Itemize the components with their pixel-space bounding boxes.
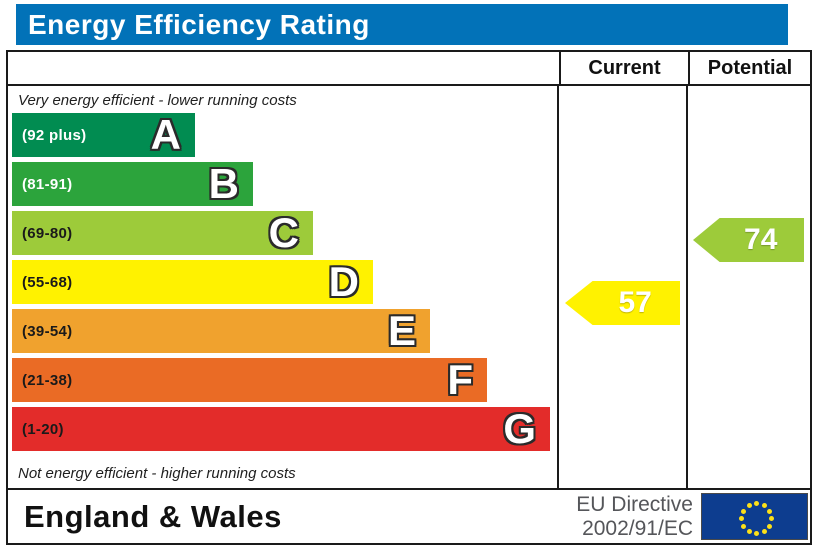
eu-flag-star [766, 523, 772, 529]
band-range-label: (55-68) [22, 273, 73, 291]
band-bar-A: (92 plus) A [12, 113, 195, 157]
potential-rating-value: 74 [744, 223, 778, 256]
band-letter: B [208, 160, 239, 207]
eu-flag-star [766, 508, 772, 514]
band-letter: D [328, 258, 359, 305]
eu-flag-star [741, 523, 746, 529]
band-range-label: (21-38) [22, 371, 73, 389]
band-row-G: (1-20) G [8, 407, 557, 456]
band-row-D: (55-68) D [8, 260, 557, 309]
rating-bands-area: Very energy efficient - lower running co… [8, 86, 559, 488]
rating-table: Current Potential Very energy efficient … [6, 50, 812, 490]
band-bar-F: (21-38) F [12, 358, 487, 402]
table-header-row: Current Potential [8, 52, 810, 86]
band-range-label: (1-20) [22, 420, 64, 438]
band-row-B: (81-91) B [8, 162, 557, 211]
band-range-label: (39-54) [22, 322, 73, 340]
bottom-note: Not energy efficient - higher running co… [18, 465, 296, 482]
eu-flag-star [754, 531, 759, 536]
eu-flag-star [754, 501, 759, 506]
band-row-C: (69-80) C [8, 211, 557, 260]
eu-flag-star [746, 528, 752, 534]
band-range-label: (81-91) [22, 175, 73, 193]
current-column-header: Current [561, 52, 690, 84]
footer: England & Wales EU Directive 2002/91/EC [6, 490, 812, 545]
current-rating-column: 57 [559, 86, 688, 488]
eu-flag-star [741, 508, 746, 514]
eu-directive-label: EU Directive 2002/91/EC [576, 493, 693, 541]
title-bar: Energy Efficiency Rating [16, 4, 788, 45]
current-rating-arrow: 57 [565, 281, 680, 325]
band-range-label: (69-80) [22, 224, 73, 242]
eu-directive-line1: EU Directive [576, 492, 693, 516]
band-row-E: (39-54) E [8, 309, 557, 358]
rating-bands: (92 plus) A (81-91) B (69-80) C (55-68) D (39-54… [8, 113, 557, 456]
eu-flag-icon [701, 493, 808, 540]
potential-rating-arrow: 74 [693, 218, 804, 262]
band-bar-C: (69-80) C [12, 211, 313, 255]
potential-column-header: Potential [707, 56, 793, 79]
table-body-row: Very energy efficient - lower running co… [8, 86, 810, 488]
band-range-label: (92 plus) [22, 126, 87, 144]
band-bar-G: (1-20) G [12, 407, 550, 451]
band-letter: G [503, 405, 536, 452]
page-title: Energy Efficiency Rating [28, 8, 370, 40]
current-rating-value: 57 [618, 286, 652, 319]
bands-column-header [8, 52, 561, 84]
eu-flag-star [769, 516, 774, 521]
band-bar-D: (55-68) D [12, 260, 373, 304]
region-label: England & Wales [24, 498, 282, 534]
eu-directive-line2: 2002/91/EC [582, 516, 693, 540]
eu-flag-star [761, 503, 767, 508]
band-row-A: (92 plus) A [8, 113, 557, 162]
band-bar-B: (81-91) B [12, 162, 253, 206]
potential-rating-column: 74 [688, 86, 810, 488]
eu-flag-star [746, 503, 752, 508]
band-letter: E [387, 307, 416, 354]
band-bar-E: (39-54) E [12, 309, 430, 353]
band-letter: F [447, 356, 473, 403]
band-letter: C [268, 209, 299, 256]
band-letter: A [150, 111, 181, 158]
eu-flag-star [761, 528, 767, 534]
top-note: Very energy efficient - lower running co… [18, 92, 297, 109]
eu-flag-star [739, 516, 744, 521]
band-row-F: (21-38) F [8, 358, 557, 407]
